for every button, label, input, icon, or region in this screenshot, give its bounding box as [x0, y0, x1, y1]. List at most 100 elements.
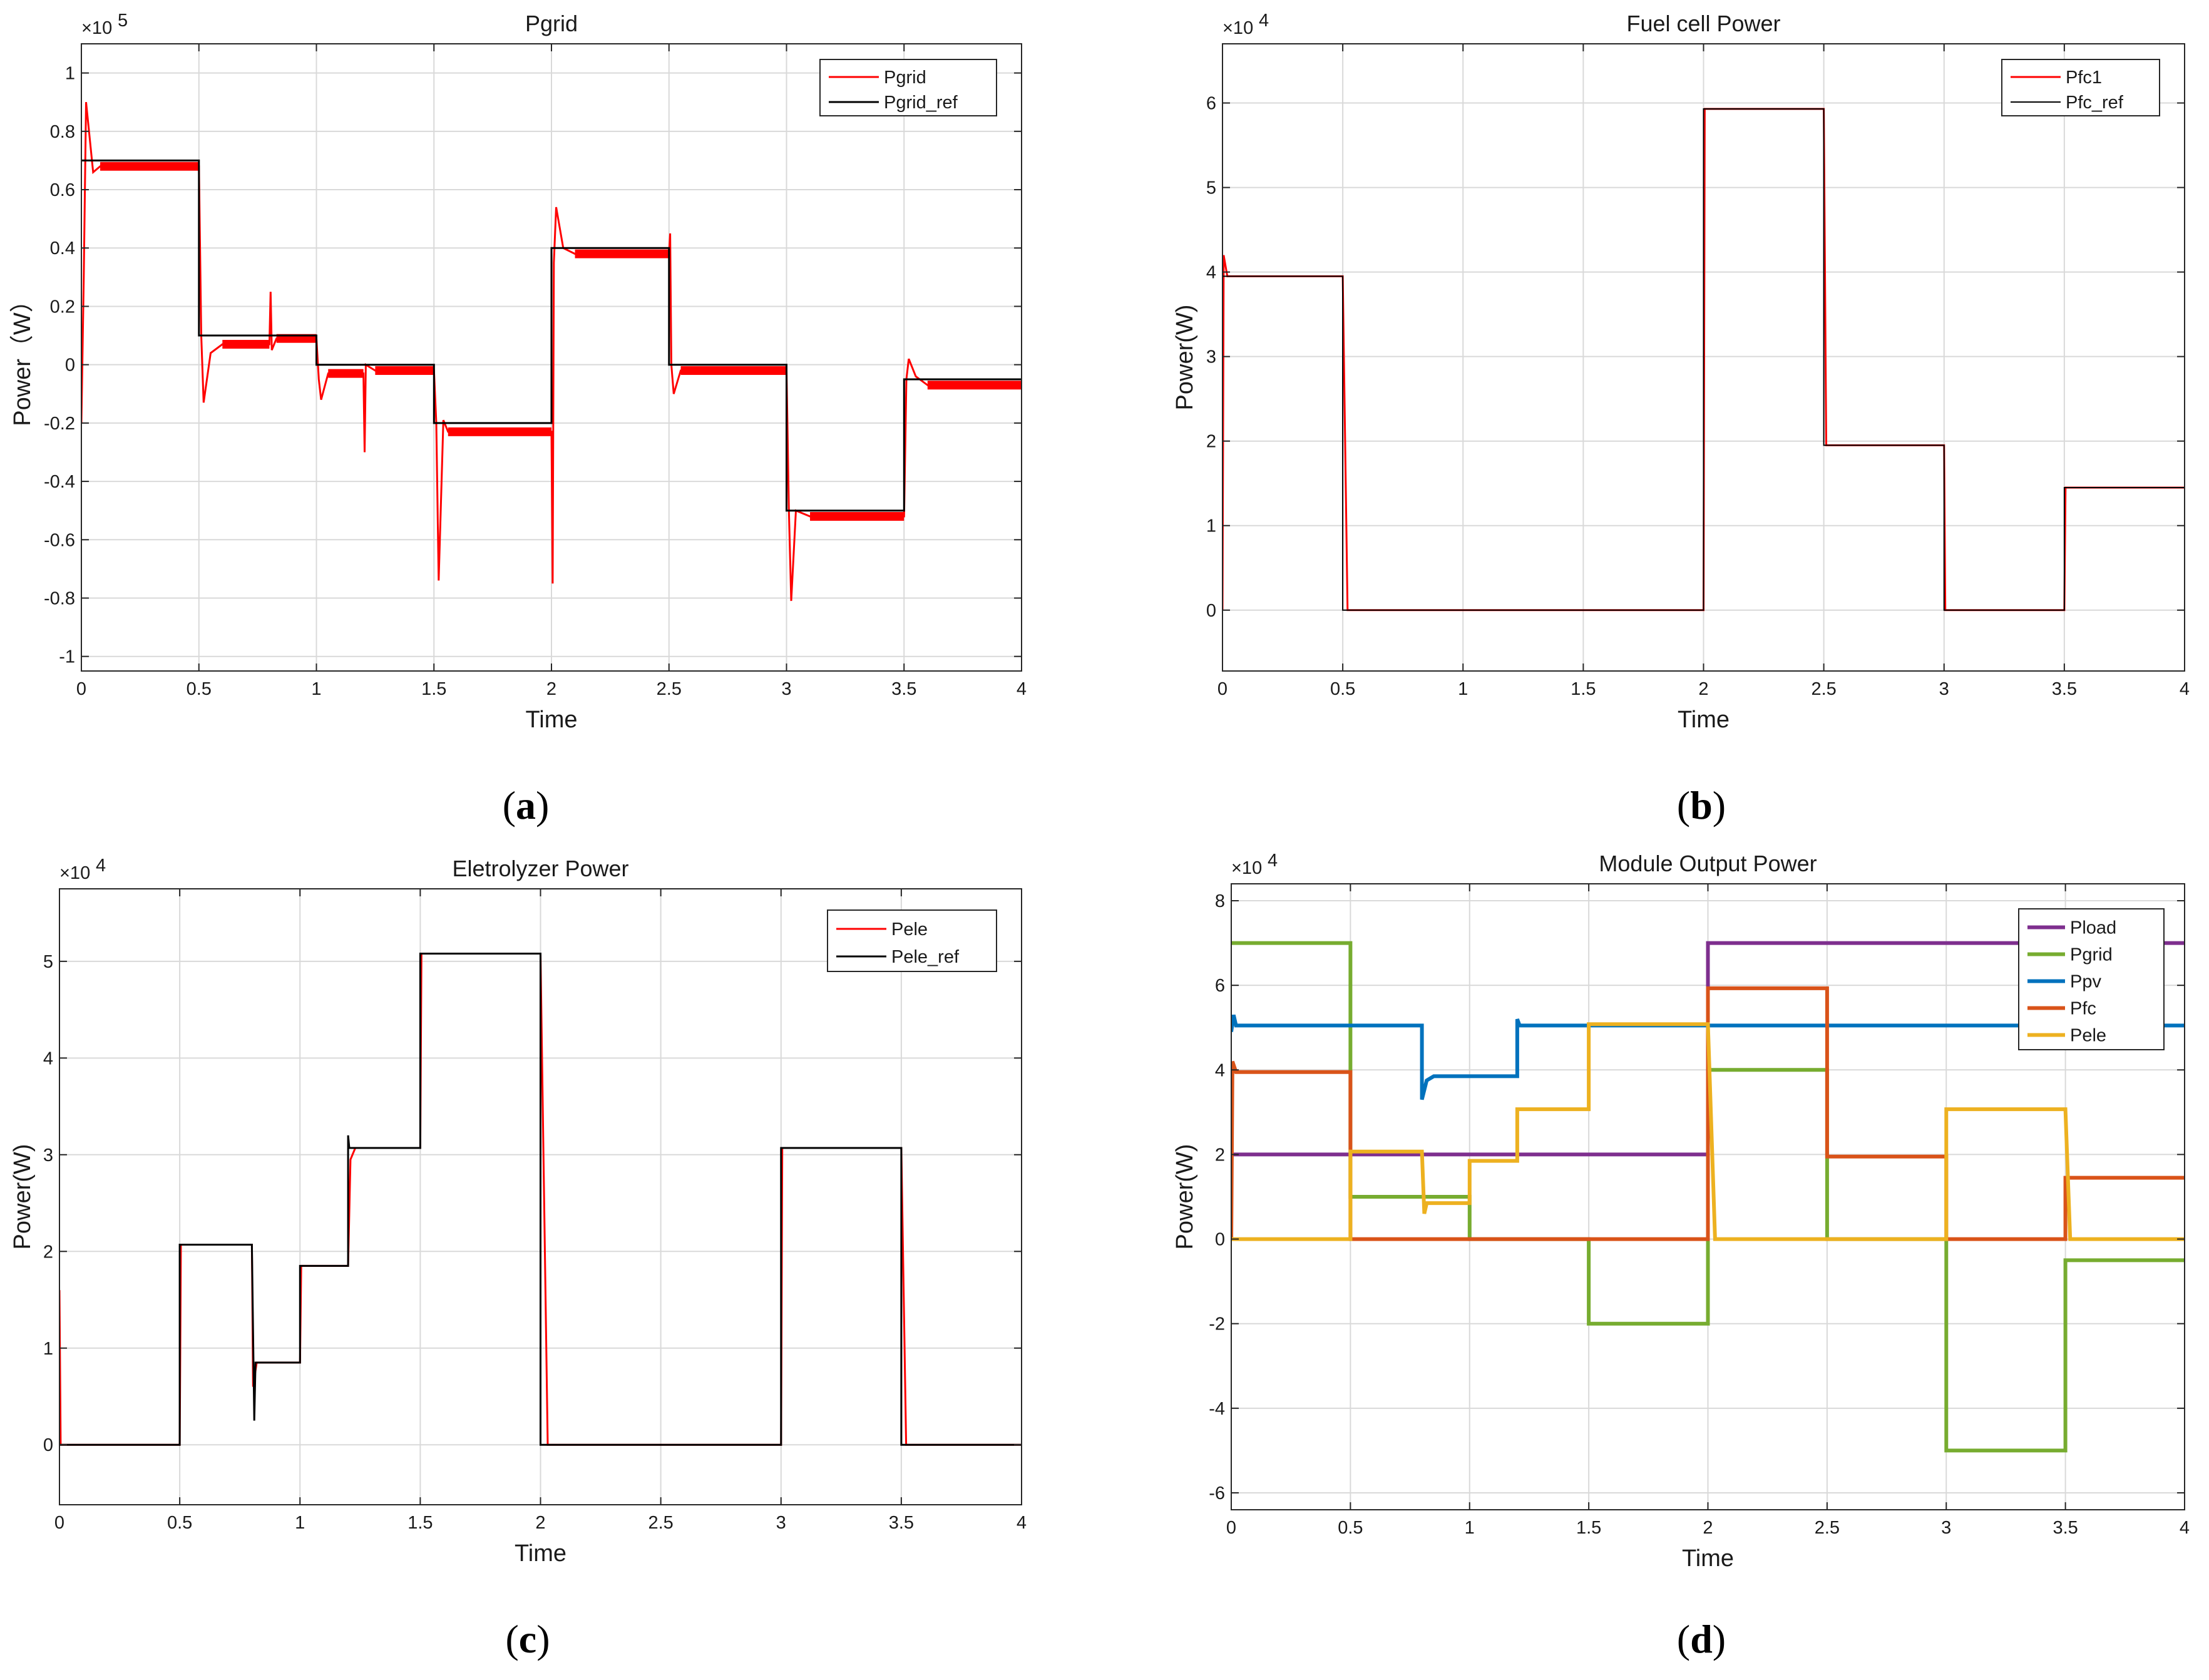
- y-tick-label: 0: [1215, 1230, 1225, 1250]
- x-tick-label: 0: [1226, 1518, 1236, 1538]
- x-tick-label: 4: [1017, 1513, 1027, 1533]
- x-tick-label: 1.5: [1571, 679, 1596, 699]
- legend-label: Pele: [2070, 1026, 2106, 1046]
- chart-title: Eletrolyzer Power: [452, 856, 628, 881]
- panel-label: (d): [1677, 1617, 1726, 1661]
- y-axis-label: Power(W): [1172, 305, 1198, 411]
- y-tick-label: -4: [1209, 1399, 1225, 1419]
- x-tick-label: 2.5: [648, 1513, 673, 1533]
- series-group: [59, 953, 1022, 1446]
- panel-letter: b: [1690, 783, 1713, 827]
- x-tick-label: 1.5: [1576, 1518, 1601, 1538]
- chart-title: Pgrid: [525, 11, 578, 36]
- panel-letter: a: [516, 783, 536, 827]
- axis-multiplier-exponent: 5: [118, 11, 128, 31]
- y-tick-label: 2: [1206, 432, 1216, 452]
- panel-letter: c: [519, 1617, 536, 1661]
- chart-title: Module Output Power: [1599, 851, 1817, 876]
- x-tick-label: 0.5: [167, 1513, 192, 1533]
- x-tick-label: 3: [781, 679, 791, 699]
- x-tick-label: 3.5: [889, 1513, 914, 1533]
- x-tick-label: 2: [1698, 679, 1708, 699]
- x-tick-label: 4: [1017, 679, 1027, 699]
- x-axis-label: Time: [1678, 707, 1730, 733]
- x-tick-label: 1.5: [407, 1513, 433, 1533]
- axis-multiplier: ×10: [81, 18, 112, 38]
- y-tick-label: 5: [1206, 178, 1216, 198]
- panel-a: 0 0.5 1 1.5 2 2.5 3 3.5 4 -1 -0.8 -0.6 -0.4 -0.2 0 0.2 0…: [9, 11, 1027, 827]
- y-tick-label: 1: [65, 64, 75, 84]
- legend-box: [819, 59, 997, 116]
- x-tick-label: 3.5: [2052, 679, 2077, 699]
- chart-title: Fuel cell Power: [1626, 11, 1780, 36]
- x-tick-label: 0.5: [1330, 679, 1355, 699]
- y-tick-label: 0.6: [50, 180, 75, 200]
- y-tick-label: -1: [59, 647, 75, 667]
- y-tick-label: -6: [1209, 1483, 1225, 1503]
- x-tick-label: 0.5: [1338, 1518, 1363, 1538]
- legend-label: Pele_ref: [891, 947, 960, 967]
- y-tick-label: -0.8: [44, 588, 75, 608]
- y-tick-label: -2: [1209, 1314, 1225, 1334]
- axis-multiplier-exponent: 4: [1259, 11, 1269, 31]
- x-tick-label: 3.5: [891, 679, 916, 699]
- y-tick-label: 2: [43, 1242, 53, 1262]
- axis-multiplier-exponent: 4: [1268, 851, 1278, 871]
- series-line-pfc: [1231, 986, 2185, 1241]
- x-axis-label: Time: [525, 707, 577, 733]
- series-group: [81, 102, 1022, 602]
- y-tick-label: -0.6: [44, 530, 75, 550]
- series-line-ppv: [1231, 1014, 2185, 1100]
- legend-box: [827, 909, 997, 972]
- x-tick-label: 2.5: [1811, 679, 1836, 699]
- x-axis-label: Time: [1682, 1545, 1734, 1572]
- x-tick-label: 1: [1465, 1518, 1475, 1538]
- series-line-pele: [1231, 1022, 2185, 1241]
- y-tick-label: 0.2: [50, 297, 75, 317]
- legend: Pgrid Pgrid_ref: [819, 59, 997, 116]
- x-tick-label: 3: [1939, 679, 1949, 699]
- y-tick-label: 0: [1206, 601, 1216, 621]
- x-tick-label: 0: [76, 679, 86, 699]
- y-tick-label: -0.4: [44, 472, 75, 492]
- x-tick-label: 2: [546, 679, 556, 699]
- y-tick-label: 4: [1215, 1060, 1225, 1080]
- y-tick-label: 8: [1215, 891, 1225, 911]
- series-line-pele-ref: [59, 953, 1022, 1446]
- y-tick-label: 3: [43, 1145, 53, 1165]
- panel-d: 0 0.5 1 1.5 2 2.5 3 3.5 4 -6 -4 -2 0 2 4 6 8 ×10 4 Module O…: [1172, 851, 2190, 1661]
- y-tick-label: 3: [1206, 347, 1216, 367]
- panel-label: (b): [1677, 783, 1726, 827]
- y-axis-label: Power(W): [9, 1144, 36, 1250]
- legend-label: Pele: [891, 919, 928, 940]
- y-axis-label: Power(W): [1172, 1144, 1198, 1250]
- legend-label: Pfc_ref: [2066, 93, 2124, 113]
- legend-label: Pgrid: [884, 68, 926, 88]
- x-axis-label: Time: [515, 1540, 566, 1567]
- x-tick-label: 3: [776, 1513, 786, 1533]
- x-tick-label: 1: [1458, 679, 1468, 699]
- x-tick-label: 0.5: [187, 679, 212, 699]
- panel-b: 0 0.5 1 1.5 2 2.5 3 3.5 4 0 1 2 3 4 5 6 ×10 4 Fuel cell Po…: [1172, 11, 2190, 827]
- x-tick-label: 1: [295, 1513, 305, 1533]
- y-tick-label: -0.2: [44, 414, 75, 434]
- series-line-pgrid: [81, 102, 1022, 602]
- y-tick-label: 4: [43, 1048, 53, 1068]
- legend: Pfc1 Pfc_ref: [2001, 59, 2160, 116]
- y-tick-label: 2: [1215, 1145, 1225, 1165]
- legend-box: [2001, 59, 2160, 116]
- legend-label: Pfc1: [2066, 68, 2102, 88]
- y-axis-label: Power（W）: [9, 289, 36, 426]
- x-tick-label: 2.5: [1815, 1518, 1840, 1538]
- panel-label: (a): [503, 783, 550, 827]
- x-tick-label: 3.5: [2053, 1518, 2078, 1538]
- legend-label: Ppv: [2070, 972, 2101, 992]
- y-tick-label: 0: [65, 356, 75, 376]
- series-line-pgrid-ref: [81, 159, 1022, 512]
- x-tick-label: 3: [1941, 1518, 1951, 1538]
- y-tick-label: 0: [43, 1435, 53, 1455]
- x-tick-label: 0: [1217, 679, 1228, 699]
- series-group: [1231, 941, 2185, 1453]
- y-tick-label: 1: [1206, 516, 1216, 536]
